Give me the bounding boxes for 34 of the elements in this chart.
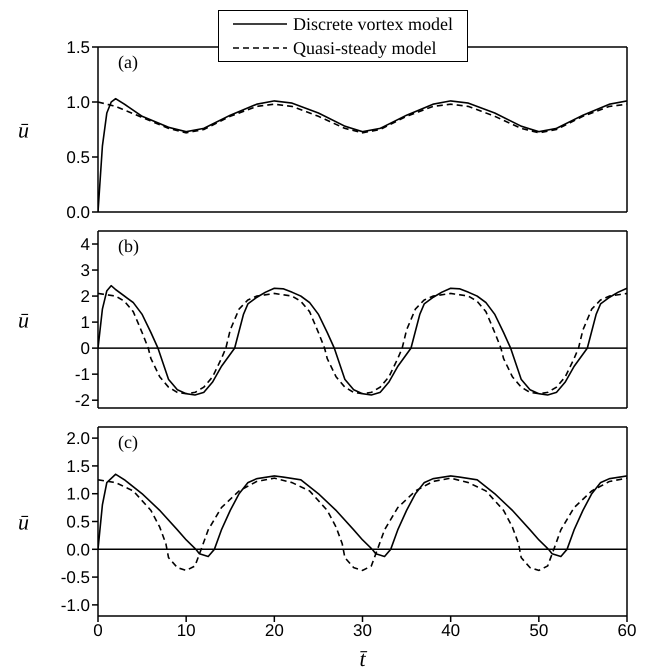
legend-label: Quasi-steady model [293, 37, 436, 60]
y-tick-label: -0.5 [60, 568, 90, 588]
x-tick-label: 30 [353, 621, 372, 640]
y-tick-label: 1 [80, 313, 90, 332]
legend-label: Discrete vortex model [293, 13, 453, 36]
annotation: (c) [118, 432, 138, 453]
y-tick-label: 4 [80, 235, 90, 254]
y-tick-label: 1.0 [66, 93, 90, 112]
x-tick-label: 40 [441, 621, 460, 640]
y-tick-label: 0.5 [66, 148, 90, 168]
y-axis-title: ū [18, 307, 29, 332]
x-axis-title: t̄ [359, 646, 368, 671]
y-axis-title: ū [18, 509, 29, 534]
y-tick-label: 1.5 [66, 456, 90, 476]
x-tick-label: 50 [529, 621, 548, 640]
x-tick-label: 0 [93, 621, 103, 640]
x-tick-label: 10 [176, 621, 196, 640]
y-tick-label: 3 [80, 261, 90, 280]
x-tick-label: 20 [264, 621, 284, 640]
y-tick-label: 2 [80, 287, 90, 306]
y-tick-label: 0.5 [66, 512, 90, 532]
y-tick-label: 0.0 [66, 203, 90, 222]
annotation: (b) [118, 236, 139, 257]
y-tick-label: -2 [74, 391, 90, 410]
y-axis-title: ū [18, 117, 29, 142]
y-tick-label: 2.0 [66, 429, 90, 448]
annotation: (a) [118, 52, 138, 73]
y-tick-label: 1.0 [66, 484, 90, 504]
y-tick-label: 1.5 [66, 38, 90, 58]
y-tick-label: -1.0 [60, 596, 90, 615]
y-tick-label: 0 [80, 339, 90, 358]
y-tick-label: -1 [74, 365, 90, 384]
y-tick-label: 0.0 [66, 540, 90, 560]
x-tick-label: 60 [618, 621, 636, 640]
